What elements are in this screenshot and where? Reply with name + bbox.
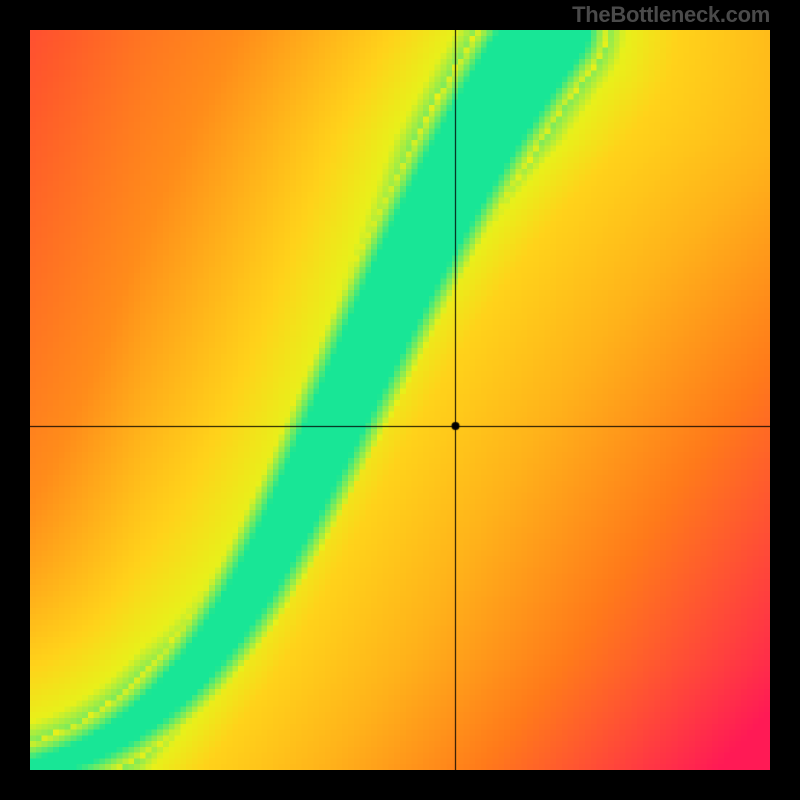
- watermark-text: TheBottleneck.com: [572, 2, 770, 28]
- crosshair-overlay: [30, 30, 770, 770]
- chart-frame: TheBottleneck.com: [0, 0, 800, 800]
